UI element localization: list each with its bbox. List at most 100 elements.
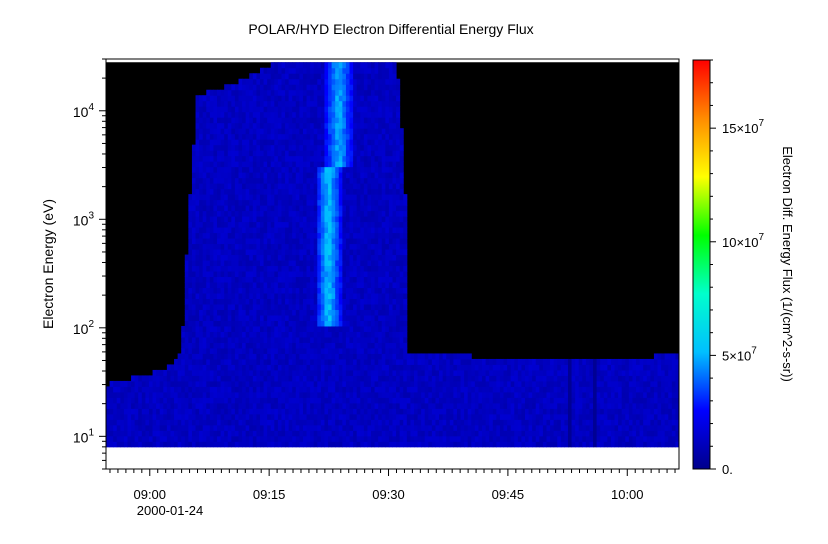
spectrogram-cell: [116, 441, 121, 448]
spectrogram-cell: [285, 342, 290, 349]
spectrogram-cell: [242, 309, 247, 316]
spectrogram-cell: [306, 67, 311, 74]
spectrogram-cell: [335, 408, 340, 415]
spectrogram-cell: [317, 73, 322, 80]
spectrogram-cell: [403, 293, 408, 300]
spectrogram-cell: [317, 320, 322, 327]
spectrogram-cell: [245, 336, 250, 343]
spectrogram-cell: [374, 111, 379, 118]
spectrogram-cell: [385, 144, 390, 151]
spectrogram-cell: [120, 441, 125, 448]
spectrogram-cell: [467, 353, 472, 360]
spectrogram-cell: [177, 397, 182, 404]
spectrogram-cell: [195, 139, 200, 146]
spectrogram-cell: [385, 358, 390, 365]
spectrogram-cell: [360, 150, 365, 157]
spectrogram-cell: [213, 172, 218, 179]
spectrogram-cell: [335, 391, 340, 398]
spectrogram-cell: [206, 188, 211, 195]
spectrogram-cell: [288, 271, 293, 278]
spectrogram-cell: [356, 375, 361, 382]
spectrogram-cell: [277, 183, 282, 190]
spectrogram-cell: [371, 336, 376, 343]
spectrogram-cell: [338, 271, 343, 278]
spectrogram-cell: [399, 435, 404, 442]
spectrogram-cell: [353, 260, 358, 267]
spectrogram-cell: [242, 227, 247, 234]
spectrogram-cell: [270, 210, 275, 217]
spectrogram-cell: [345, 139, 351, 146]
spectrogram-cell: [367, 89, 372, 96]
spectrogram-cell: [431, 441, 436, 448]
spectrogram-cell: [378, 424, 383, 431]
spectrogram-cell: [385, 194, 390, 201]
spectrogram-cell: [270, 249, 275, 256]
spectrogram-cell: [399, 199, 404, 206]
spectrogram-cell: [213, 358, 218, 365]
spectrogram-cell: [403, 210, 408, 217]
spectrogram-cell: [306, 336, 311, 343]
spectrogram-cell: [152, 441, 157, 448]
spectrogram-cell: [249, 254, 254, 261]
spectrogram-cell: [363, 62, 368, 69]
spectrogram-cell: [388, 238, 393, 245]
spectrogram-cell: [213, 353, 218, 360]
spectrogram-cell: [302, 419, 308, 426]
spectrogram-cell: [392, 73, 397, 80]
spectrogram-cell: [342, 243, 347, 250]
spectrogram-cell: [213, 325, 218, 332]
spectrogram-cell: [371, 139, 376, 146]
spectrogram-cell: [310, 260, 315, 267]
spectrogram-cell: [388, 303, 393, 310]
spectrogram-cell: [306, 84, 311, 91]
spectrogram-cell: [417, 441, 422, 448]
spectrogram-cell: [238, 358, 243, 365]
spectrogram-cell: [367, 276, 372, 283]
spectrogram-cell: [392, 122, 397, 129]
spectrogram-cell: [406, 391, 411, 398]
spectrogram-cell: [313, 287, 318, 294]
spectrogram-cell: [378, 298, 383, 305]
spectrogram-cell: [396, 287, 401, 294]
spectrogram-cell: [338, 325, 343, 332]
spectrogram-cell: [292, 128, 297, 135]
spectrogram-cell: [331, 133, 336, 140]
spectrogram-cell: [191, 249, 197, 256]
spectrogram-cell: [371, 205, 376, 212]
spectrogram-cell: [270, 139, 275, 146]
spectrogram-cell: [285, 106, 290, 113]
spectrogram-cell: [217, 314, 222, 321]
spectrogram-cell: [263, 325, 268, 332]
spectrogram-cell: [392, 413, 397, 420]
spectrogram-cell: [406, 441, 411, 448]
spectrogram-cell: [267, 265, 272, 272]
spectrogram-cell: [363, 353, 368, 360]
spectrogram-cell: [202, 232, 207, 239]
spectrogram-cell: [285, 441, 290, 448]
spectrogram-cell: [277, 166, 282, 173]
spectrogram-cell: [217, 100, 222, 107]
spectrogram-cell: [213, 122, 218, 129]
spectrogram-cell: [360, 336, 365, 343]
spectrogram-cell: [234, 298, 240, 305]
spectrogram-cell: [234, 430, 240, 437]
spectrogram-cell: [435, 435, 440, 442]
spectrogram-cell: [199, 183, 204, 190]
spectrogram-cell: [299, 353, 304, 360]
spectrogram-cell: [338, 161, 343, 168]
spectrogram-cell: [306, 89, 311, 96]
spectrogram-cell: [227, 276, 232, 283]
spectrogram-cell: [371, 177, 376, 184]
spectrogram-cell: [123, 397, 128, 404]
spectrogram-cell: [328, 188, 333, 195]
spectrogram-cell: [371, 128, 376, 135]
spectrogram-cell: [231, 364, 236, 371]
spectrogram-cell: [220, 397, 225, 404]
spectrogram-cell: [209, 133, 214, 140]
spectrogram-cell: [295, 177, 300, 184]
spectrogram-cell: [381, 188, 386, 195]
spectrogram-cell: [313, 155, 318, 162]
spectrogram-cell: [371, 271, 376, 278]
spectrogram-cell: [349, 139, 354, 146]
spectrogram-cell: [299, 364, 304, 371]
